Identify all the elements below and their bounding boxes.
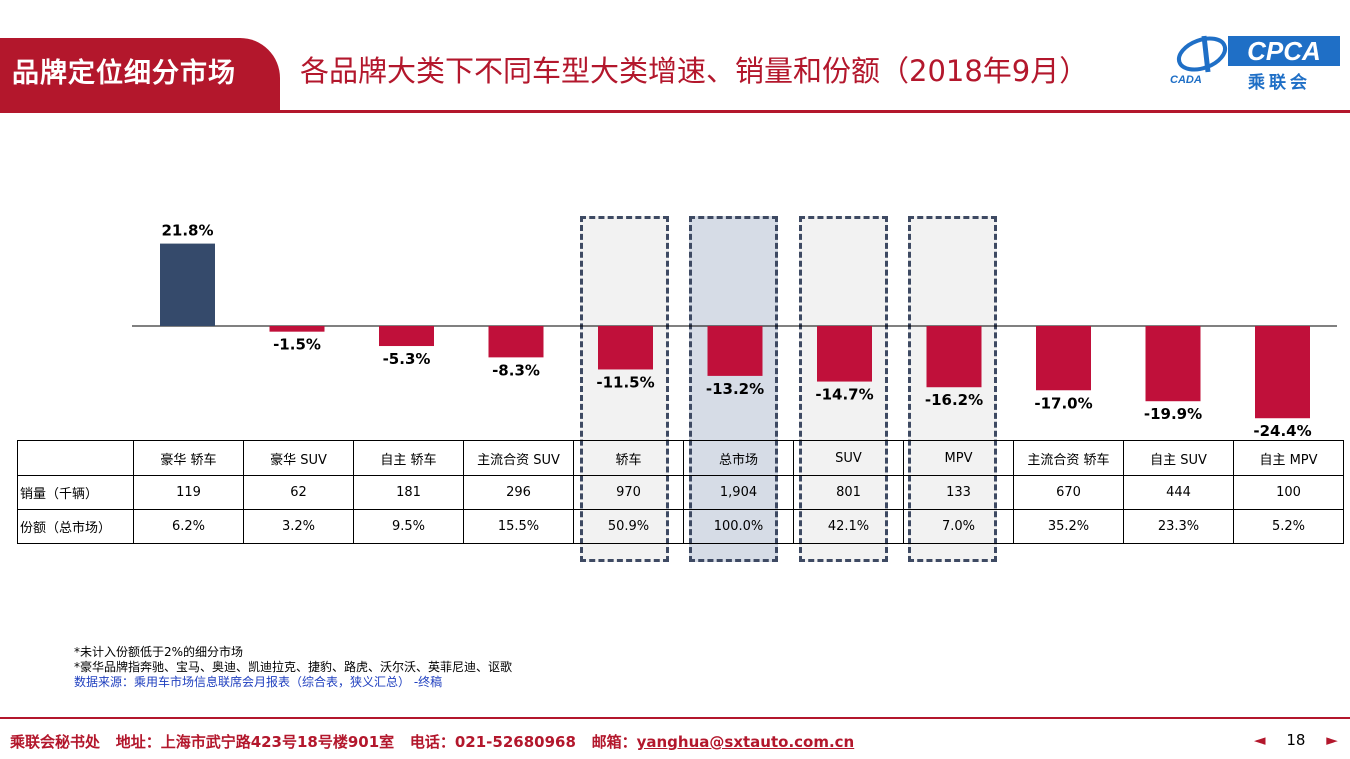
table-header-cell: 自主 轿车 <box>353 440 464 476</box>
data-table: 豪华 轿车 豪华 SUV 自主 轿车 主流合资 SUV 轿车 总市场 SUV MPV 主流合资 … <box>17 440 1344 544</box>
bar-value-label: -19.9% <box>1144 405 1202 423</box>
table-header-cell: 主流合资 轿车 <box>1013 440 1124 476</box>
bar-value-label: -14.7% <box>815 386 873 404</box>
bar-value-label: -24.4% <box>1253 422 1311 440</box>
footer-email-link[interactable]: yanghua@sxtauto.com.cn <box>636 733 855 751</box>
cada-text: CADA <box>1170 74 1202 86</box>
footer-org: 乘联会秘书处 <box>10 733 101 751</box>
bar <box>1145 326 1201 402</box>
table-cell: 670 <box>1013 475 1124 510</box>
cpca-wordmark: CPCA <box>1228 36 1340 66</box>
bar-value-label: -8.3% <box>492 361 540 379</box>
slide-header: 品牌定位细分市场 各品牌大类下不同车型大类增速、销量和份额（2018年9月） C… <box>0 0 1350 115</box>
page-navigation: ◄ 18 ► <box>1246 731 1346 749</box>
table-cell: 181 <box>353 475 464 510</box>
table-cell: 444 <box>1123 475 1234 510</box>
table-cell: 7.0% <box>903 509 1014 544</box>
footer-phone: 电话：021-52680968 <box>409 733 576 751</box>
bar <box>488 326 544 358</box>
bar <box>598 326 653 370</box>
footer-email-label: 邮箱： <box>591 733 637 751</box>
bar <box>160 243 215 326</box>
bar-value-label: -17.0% <box>1034 394 1092 412</box>
cada-emblem-icon <box>1176 35 1228 73</box>
table-cell: 296 <box>463 475 574 510</box>
table-cell: 801 <box>793 475 904 510</box>
bar-value-label: -16.2% <box>925 391 983 409</box>
table-cell: 100 <box>1233 475 1344 510</box>
table-header-row: 豪华 轿车 豪华 SUV 自主 轿车 主流合资 SUV 轿车 总市场 SUV MPV 主流合资 … <box>17 440 1344 476</box>
table-cell: 23.3% <box>1123 509 1234 544</box>
table-cell: 15.5% <box>463 509 574 544</box>
table-header-cell: 主流合资 SUV <box>463 440 574 476</box>
bar <box>379 326 434 347</box>
footnote-2: *豪华品牌指奔驰、宝马、奥迪、凯迪拉克、捷豹、路虎、沃尔沃、英菲尼迪、讴歌 <box>74 660 513 674</box>
table-header-cell: 豪华 SUV <box>243 440 354 476</box>
bar <box>1255 326 1310 419</box>
table-cell: 1,904 <box>683 475 794 510</box>
table-cell: 5.2% <box>1233 509 1344 544</box>
bar <box>1036 326 1091 391</box>
page-title: 各品牌大类下不同车型大类增速、销量和份额（2018年9月） <box>300 54 1089 88</box>
bar <box>269 326 325 332</box>
table-cell: 35.2% <box>1013 509 1124 544</box>
table-cell: 9.5% <box>353 509 464 544</box>
table-cell: 62 <box>243 475 354 510</box>
table-header-cell: 轿车 <box>573 440 684 476</box>
bar <box>707 326 763 376</box>
cpca-logo: CADA CPCA 乘联会 <box>1168 30 1343 93</box>
footnote-1: *未计入份额低于2%的细分市场 <box>74 645 244 659</box>
table-corner-cell <box>17 440 134 476</box>
table-cell: 119 <box>133 475 244 510</box>
growth-bar-chart: 21.8% -1.5% -5.3% -8.3% -11.5% -13.2% -14.7% -1… <box>132 222 1337 440</box>
bar-value-label: 21.8% <box>161 222 213 240</box>
footer-divider <box>0 717 1350 719</box>
table-header-cell: MPV <box>903 440 1014 476</box>
prev-page-icon[interactable]: ◄ <box>1254 731 1266 749</box>
data-source-note: 数据来源：乘用车市场信息联席会月报表（综合表，狭义汇总） -终稿 <box>74 675 443 689</box>
header-divider <box>0 110 1350 113</box>
bar-value-label: -11.5% <box>596 373 654 391</box>
bar-value-label: -5.3% <box>383 350 431 368</box>
table-header-cell: 自主 MPV <box>1233 440 1344 476</box>
table-cell: 6.2% <box>133 509 244 544</box>
table-cell: 50.9% <box>573 509 684 544</box>
table-cell: 133 <box>903 475 1014 510</box>
table-cell: 3.2% <box>243 509 354 544</box>
table-header-cell: SUV <box>793 440 904 476</box>
table-cell: 100.0% <box>683 509 794 544</box>
table-header-cell: 豪华 轿车 <box>133 440 244 476</box>
page-number: 18 <box>1286 731 1306 749</box>
cpca-chinese-name: 乘联会 <box>1248 73 1311 93</box>
bar-value-label: -13.2% <box>706 380 764 398</box>
table-header-cell: 自主 SUV <box>1123 440 1234 476</box>
footer-address: 地址：上海市武宁路423号18号楼901室 <box>115 733 395 751</box>
bar <box>926 326 982 388</box>
bar-value-label: -1.5% <box>273 336 321 354</box>
row-label-sales: 销量（千辆） <box>17 475 134 510</box>
section-tab: 品牌定位细分市场 <box>0 38 280 110</box>
table-cell: 970 <box>573 475 684 510</box>
table-header-cell: 总市场 <box>683 440 794 476</box>
table-row-sales: 销量（千辆） 119 62 181 296 970 1,904 801 133 670 444 10… <box>17 475 1344 510</box>
footer-contact: 乘联会秘书处 地址：上海市武宁路423号18号楼901室 电话：021-5268… <box>10 731 854 752</box>
footnotes: *未计入份额低于2%的细分市场 *豪华品牌指奔驰、宝马、奥迪、凯迪拉克、捷豹、路… <box>74 645 512 690</box>
bar <box>817 326 872 382</box>
table-row-share: 份额（总市场） 6.2% 3.2% 9.5% 15.5% 50.9% 100.0% 42.1… <box>17 509 1344 544</box>
row-label-share: 份额（总市场） <box>17 509 134 544</box>
table-cell: 42.1% <box>793 509 904 544</box>
next-page-icon[interactable]: ► <box>1326 731 1338 749</box>
